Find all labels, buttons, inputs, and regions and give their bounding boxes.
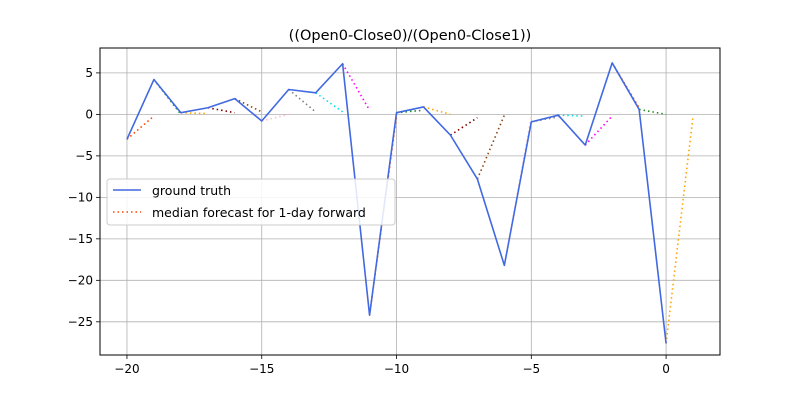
y-tick-label: −5 <box>75 149 93 163</box>
forecast-segment <box>558 114 586 117</box>
x-tick-label: 0 <box>662 362 670 376</box>
x-tick-label: −20 <box>114 362 139 376</box>
forecast-segment <box>234 97 263 113</box>
legend: ground truth median forecast for 1-day f… <box>106 178 396 226</box>
forecast-segment <box>638 108 667 116</box>
forecast-segment <box>423 106 451 116</box>
grid <box>100 48 720 355</box>
plot-area-frame <box>99 47 721 356</box>
forecast-segment <box>665 115 694 344</box>
x-tick-label: −15 <box>249 362 274 376</box>
chart-title: ((Open0-Close0)/(Open0-Close1)) <box>289 28 532 44</box>
x-tick-label: −10 <box>384 362 409 376</box>
ground-truth-series <box>126 62 667 344</box>
x-tick-label: −5 <box>522 362 540 376</box>
forecast-segment <box>288 88 317 113</box>
y-tick-label: −25 <box>68 315 93 329</box>
forecast-segment <box>207 106 235 114</box>
y-tick-label: −10 <box>68 190 93 204</box>
y-tick-label: −15 <box>68 232 93 246</box>
forecast-segment <box>450 117 478 136</box>
legend-ground-truth-label: ground truth <box>152 183 231 198</box>
y-tick-label: −20 <box>68 273 93 287</box>
forecast-segment <box>315 92 344 113</box>
y-tick-label: 5 <box>85 66 93 80</box>
legend-forecast-label: median forecast for 1-day forward <box>152 205 366 220</box>
forecast-segment <box>261 113 289 122</box>
axis-ticks: −20 −15 −10 −5 0 5 0 −5 −10 −15 −20 −25 <box>68 66 670 376</box>
y-tick-label: 0 <box>85 107 93 121</box>
forecast-segment <box>126 115 155 140</box>
legend-box <box>106 178 396 226</box>
ground-truth-line <box>126 62 667 344</box>
forecast-segment <box>180 111 208 115</box>
forecast-segment <box>476 114 506 180</box>
forecast-segment <box>153 79 182 115</box>
